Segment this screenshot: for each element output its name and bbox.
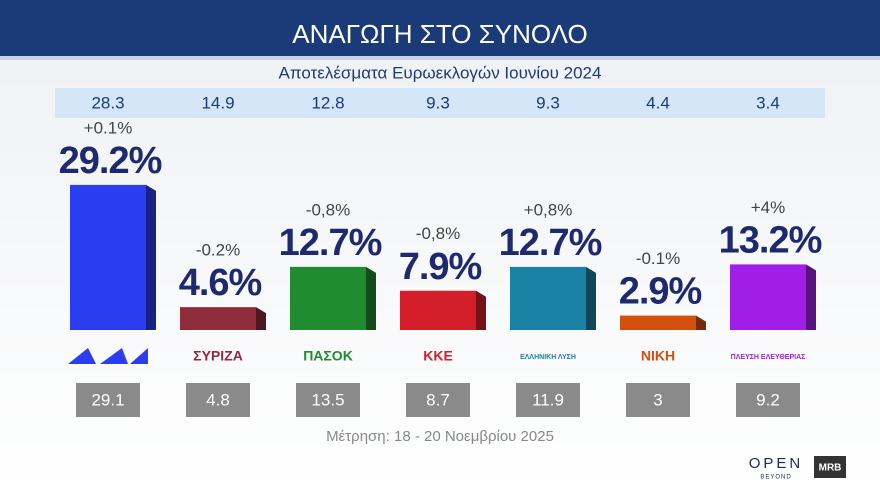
change-label: -0,8% bbox=[416, 224, 460, 243]
euro-value: 3.4 bbox=[756, 93, 780, 112]
previous-value: 8.7 bbox=[426, 390, 450, 409]
previous-value: 4.8 bbox=[206, 390, 230, 409]
party-logo bbox=[100, 348, 128, 364]
previous-box bbox=[76, 383, 140, 417]
chart-title: ΑΝΑΓΩΓΗ ΣΤΟ ΣΥΝΟΛΟ bbox=[292, 19, 587, 49]
change-label: -0.2% bbox=[196, 241, 240, 260]
value-label: 13.2% bbox=[719, 219, 822, 261]
value-label: 4.6% bbox=[179, 262, 262, 304]
value-label: 2.9% bbox=[619, 271, 702, 313]
change-label: +0,8% bbox=[524, 200, 573, 219]
party-logo bbox=[130, 348, 148, 364]
party-logo bbox=[68, 348, 96, 364]
change-label: +0.1% bbox=[84, 118, 133, 137]
euro-value: 9.3 bbox=[536, 93, 560, 112]
previous-value: 9.2 bbox=[756, 390, 780, 409]
euro-value: 28.3 bbox=[91, 93, 124, 112]
party-name: ΝΙΚΗ bbox=[641, 348, 675, 364]
previous-value: 11.9 bbox=[532, 390, 564, 409]
previous-box bbox=[186, 383, 250, 417]
change-label: -0.1% bbox=[636, 249, 680, 268]
bar-side bbox=[696, 315, 706, 330]
bar-side bbox=[806, 264, 816, 330]
party-name: ΚΚΕ bbox=[423, 348, 453, 364]
bar bbox=[70, 184, 146, 330]
previous-box bbox=[626, 383, 690, 417]
pollster-box bbox=[814, 456, 846, 478]
previous-box bbox=[516, 383, 580, 417]
party-name: ΣΥΡΙΖΑ bbox=[193, 348, 243, 364]
change-label: -0,8% bbox=[306, 200, 350, 219]
value-label: 12.7% bbox=[279, 222, 382, 264]
bar bbox=[290, 266, 366, 330]
bar-side bbox=[366, 266, 376, 330]
previous-value: 13.5 bbox=[311, 390, 344, 409]
pollster: MRB bbox=[819, 463, 842, 474]
bar bbox=[510, 266, 586, 330]
euro-value: 4.4 bbox=[646, 93, 670, 112]
euro-value: 9.3 bbox=[426, 93, 450, 112]
bar-side bbox=[256, 307, 266, 330]
bar-side bbox=[146, 184, 156, 330]
bar bbox=[620, 315, 696, 330]
party-name: ΠΛΕΥΣΗ ΕΛΕΥΘΕΡΙΑΣ bbox=[731, 354, 806, 361]
bar-side bbox=[586, 266, 596, 330]
previous-box bbox=[296, 383, 360, 417]
bar-side bbox=[476, 290, 486, 330]
party-name: ΠΑΣΟΚ bbox=[303, 348, 353, 364]
header-band bbox=[0, 0, 880, 60]
change-label: +4% bbox=[751, 198, 786, 217]
bar bbox=[400, 290, 476, 330]
party-name: ΕΛΛΗΝΙΚΗ ΛΥΣΗ bbox=[520, 354, 576, 361]
previous-box bbox=[736, 383, 800, 417]
value-label: 12.7% bbox=[499, 222, 602, 264]
subtitle: Αποτελέσματα Ευρωεκλογών Ιουνίου 2024 bbox=[279, 63, 602, 82]
euro-strip bbox=[55, 88, 825, 118]
bar bbox=[180, 307, 256, 330]
euro-value: 14.9 bbox=[201, 93, 234, 112]
brand: OPEN bbox=[749, 455, 804, 472]
previous-value: 3 bbox=[653, 390, 662, 409]
bar bbox=[730, 264, 806, 330]
header-rule bbox=[0, 56, 880, 60]
value-label: 7.9% bbox=[399, 246, 482, 288]
footnote: Μέτρηση: 18 - 20 Νοεμβρίου 2025 bbox=[326, 428, 554, 445]
previous-box bbox=[406, 383, 470, 417]
value-label: 29.2% bbox=[59, 140, 162, 182]
euro-value: 12.8 bbox=[311, 93, 344, 112]
previous-value: 29.1 bbox=[91, 390, 124, 409]
brand-sub: BEYOND bbox=[760, 475, 791, 481]
